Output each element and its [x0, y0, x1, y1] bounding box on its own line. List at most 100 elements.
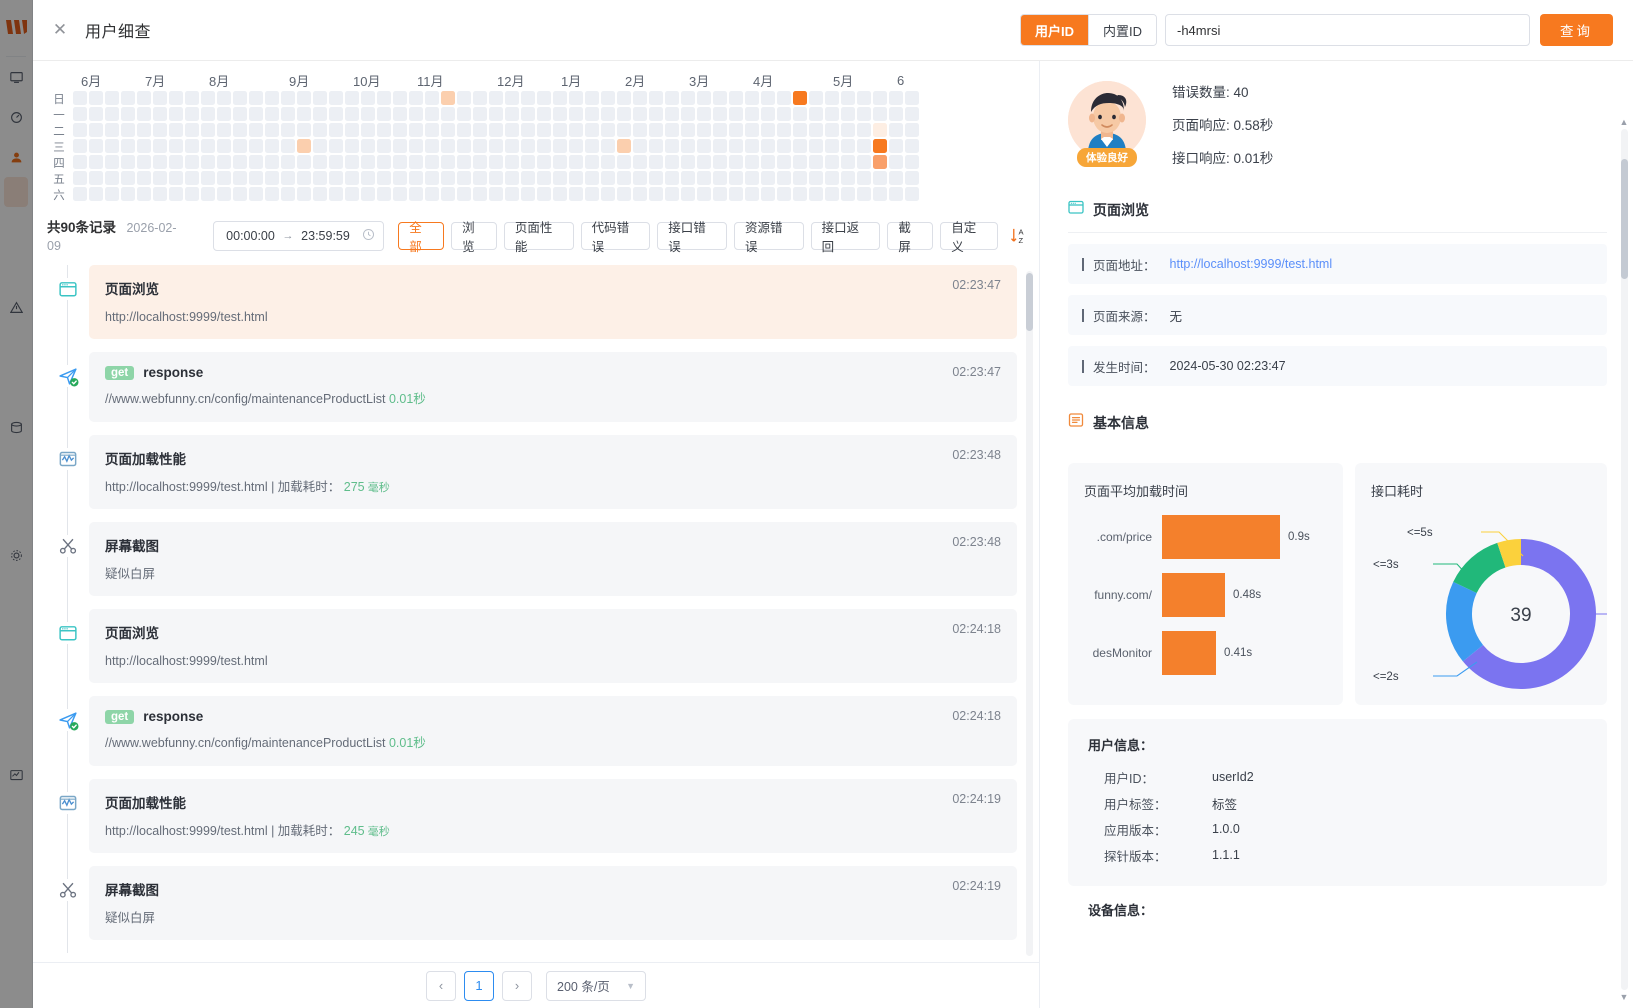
calendar-day-cell[interactable] — [489, 171, 503, 185]
calendar-day-cell[interactable] — [313, 155, 327, 169]
calendar-day-cell[interactable] — [361, 139, 375, 153]
calendar-day-cell[interactable] — [249, 91, 263, 105]
calendar-day-cell[interactable] — [825, 171, 839, 185]
calendar-day-cell[interactable] — [361, 107, 375, 121]
calendar-day-cell[interactable] — [153, 171, 167, 185]
calendar-day-cell[interactable] — [585, 187, 599, 201]
calendar-day-cell[interactable] — [713, 139, 727, 153]
timeline-item[interactable]: 页面浏览 http://localhost:9999/test.html 02:23… — [47, 265, 1017, 353]
calendar-day-cell[interactable] — [361, 187, 375, 201]
query-button[interactable]: 查询 — [1540, 14, 1613, 46]
calendar-day-cell[interactable] — [345, 155, 359, 169]
calendar-day-cell[interactable] — [569, 171, 583, 185]
sidebar-item-monitor-icon[interactable] — [0, 57, 32, 97]
user-id-input[interactable] — [1165, 14, 1530, 46]
timeline-item[interactable]: 屏幕截图 疑似白屏 02:24:19 — [47, 865, 1017, 954]
calendar-day-cell[interactable] — [569, 139, 583, 153]
calendar-day-cell[interactable] — [169, 171, 183, 185]
donut-slice-<=5s[interactable] — [1497, 539, 1522, 568]
calendar-day-cell[interactable] — [265, 171, 279, 185]
calendar-day-cell[interactable] — [825, 155, 839, 169]
calendar-day-cell[interactable] — [313, 91, 327, 105]
calendar-day-cell[interactable] — [553, 139, 567, 153]
calendar-day-cell[interactable] — [185, 107, 199, 121]
calendar-day-cell[interactable] — [329, 171, 343, 185]
calendar-day-cell[interactable] — [809, 107, 823, 121]
calendar-day-cell[interactable] — [617, 139, 631, 153]
calendar-day-cell[interactable] — [217, 123, 231, 137]
calendar-day-cell[interactable] — [745, 187, 759, 201]
calendar-day-cell[interactable] — [617, 91, 631, 105]
calendar-day-cell[interactable] — [233, 91, 247, 105]
calendar-day-cell[interactable] — [185, 155, 199, 169]
calendar-day-cell[interactable] — [217, 187, 231, 201]
calendar-day-cell[interactable] — [841, 139, 855, 153]
calendar-day-cell[interactable] — [537, 139, 551, 153]
calendar-day-cell[interactable] — [297, 123, 311, 137]
timeline-card[interactable]: 页面加载性能 http://localhost:9999/test.html | … — [89, 778, 1017, 853]
calendar-day-cell[interactable] — [201, 187, 215, 201]
calendar-day-cell[interactable] — [585, 171, 599, 185]
calendar-day-cell[interactable] — [169, 107, 183, 121]
calendar-day-cell[interactable] — [473, 123, 487, 137]
calendar-day-cell[interactable] — [201, 171, 215, 185]
time-end[interactable]: 23:59:59 — [301, 228, 350, 243]
calendar-day-cell[interactable] — [457, 91, 471, 105]
calendar-day-cell[interactable] — [489, 139, 503, 153]
calendar-day-cell[interactable] — [329, 107, 343, 121]
timeline-card[interactable]: 页面浏览 http://localhost:9999/test.html 02:24… — [89, 609, 1017, 684]
calendar-day-cell[interactable] — [697, 155, 711, 169]
calendar-day-cell[interactable] — [457, 171, 471, 185]
calendar-day-cell[interactable] — [89, 155, 103, 169]
calendar-day-cell[interactable] — [393, 123, 407, 137]
calendar-day-cell[interactable] — [265, 91, 279, 105]
calendar-day-cell[interactable] — [441, 171, 455, 185]
calendar-day-cell[interactable] — [729, 155, 743, 169]
calendar-day-cell[interactable] — [137, 107, 151, 121]
calendar-day-cell[interactable] — [201, 155, 215, 169]
calendar-day-cell[interactable] — [329, 139, 343, 153]
calendar-day-cell[interactable] — [313, 187, 327, 201]
calendar-day-cell[interactable] — [825, 91, 839, 105]
calendar-day-cell[interactable] — [905, 155, 919, 169]
calendar-day-cell[interactable] — [441, 187, 455, 201]
calendar-day-cell[interactable] — [905, 91, 919, 105]
calendar-day-cell[interactable] — [889, 139, 903, 153]
calendar-day-cell[interactable] — [473, 139, 487, 153]
calendar-day-cell[interactable] — [233, 171, 247, 185]
calendar-day-cell[interactable] — [681, 155, 695, 169]
calendar-day-cell[interactable] — [409, 123, 423, 137]
calendar-day-cell[interactable] — [889, 107, 903, 121]
calendar-day-cell[interactable] — [89, 171, 103, 185]
calendar-day-cell[interactable] — [841, 171, 855, 185]
calendar-day-cell[interactable] — [585, 123, 599, 137]
calendar-day-cell[interactable] — [505, 107, 519, 121]
sidebar-item-database-icon[interactable] — [0, 407, 32, 447]
calendar-day-cell[interactable] — [169, 187, 183, 201]
calendar-day-cell[interactable] — [329, 187, 343, 201]
calendar-day-cell[interactable] — [457, 123, 471, 137]
calendar-day-cell[interactable] — [601, 155, 615, 169]
calendar-day-cell[interactable] — [105, 107, 119, 121]
calendar-day-cell[interactable] — [409, 107, 423, 121]
calendar-day-cell[interactable] — [137, 187, 151, 201]
calendar-day-cell[interactable] — [105, 187, 119, 201]
calendar-day-cell[interactable] — [569, 123, 583, 137]
calendar-day-cell[interactable] — [345, 139, 359, 153]
calendar-day-cell[interactable] — [393, 171, 407, 185]
calendar-day-cell[interactable] — [185, 91, 199, 105]
next-page-button[interactable]: › — [502, 970, 532, 1001]
calendar-day-cell[interactable] — [569, 187, 583, 201]
calendar-day-cell[interactable] — [841, 91, 855, 105]
calendar-day-cell[interactable] — [297, 107, 311, 121]
calendar-day-cell[interactable] — [601, 171, 615, 185]
app-logo[interactable] — [0, 0, 32, 56]
calendar-day-cell[interactable] — [537, 123, 551, 137]
calendar-day-cell[interactable] — [761, 187, 775, 201]
calendar-day-cell[interactable] — [697, 171, 711, 185]
calendar-day-cell[interactable] — [681, 107, 695, 121]
calendar-day-cell[interactable] — [425, 155, 439, 169]
timeline-card[interactable]: 页面浏览 http://localhost:9999/test.html 02:23… — [89, 265, 1017, 340]
calendar-day-cell[interactable] — [777, 139, 791, 153]
sidebar-item-user-icon[interactable] — [0, 137, 32, 177]
